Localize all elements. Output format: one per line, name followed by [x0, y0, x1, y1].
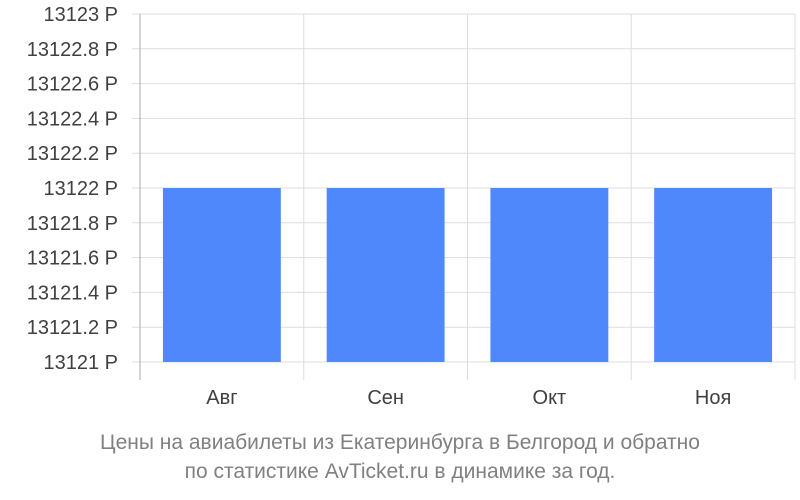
- y-tick-label: 13121.6 Р: [27, 248, 118, 270]
- y-tick-label: 13122.6 Р: [27, 74, 118, 96]
- tick-labels: 13121 Р 13121.2 Р 13121.4 Р 13121.6 Р 13121.…: [27, 4, 732, 409]
- y-tick-label: 13121 Р: [43, 352, 118, 374]
- bars: [162, 188, 773, 362]
- y-tick-label: 13121.4 Р: [27, 282, 118, 304]
- y-tick-label: 13123 Р: [43, 4, 118, 26]
- bar: [162, 188, 281, 362]
- bar: [490, 188, 609, 362]
- x-tick-label: Сен: [367, 387, 404, 409]
- bar-chart: 13121 Р 13121.2 Р 13121.4 Р 13121.6 Р 13121.…: [27, 4, 796, 409]
- bar: [654, 188, 773, 362]
- y-tick-label: 13122.4 Р: [27, 108, 118, 130]
- bar: [326, 188, 445, 362]
- chart-caption-line-2: по статистике AvTicket.ru в динамике за …: [184, 460, 616, 483]
- x-tick-label: Окт: [533, 387, 567, 409]
- y-tick-label: 13122.2 Р: [27, 143, 118, 165]
- y-tick-label: 13122.8 Р: [27, 39, 118, 61]
- chart-caption-line-1: Цены на авиабилеты из Екатеринбурга в Бе…: [100, 431, 700, 454]
- x-tick-label: Ноя: [695, 387, 731, 409]
- y-tick-label: 13121.2 Р: [27, 317, 118, 339]
- x-tick-label: Авг: [206, 387, 237, 409]
- y-tick-label: 13121.8 Р: [27, 213, 118, 235]
- y-tick-label: 13122 Р: [43, 178, 118, 200]
